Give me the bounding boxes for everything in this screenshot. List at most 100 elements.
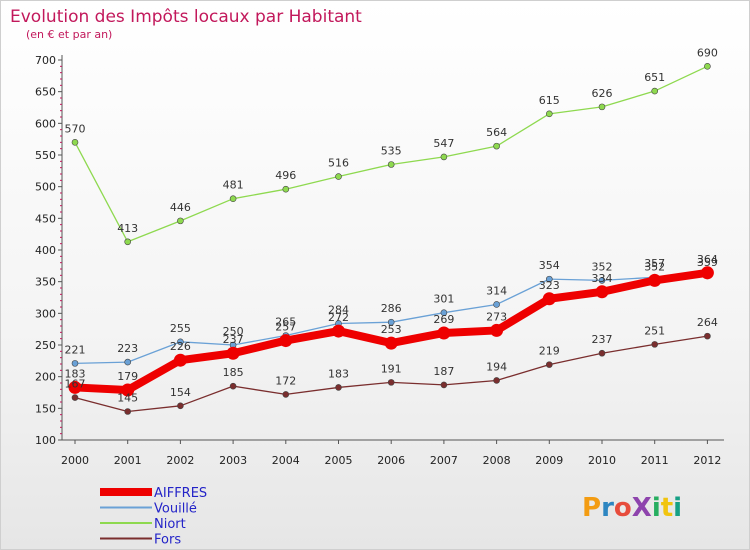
x-tick-label: 2007 bbox=[430, 454, 458, 467]
data-point bbox=[68, 380, 82, 394]
data-label: 357 bbox=[644, 257, 665, 270]
data-label: 223 bbox=[117, 342, 138, 355]
y-tick-label: 250 bbox=[35, 339, 56, 352]
x-tick-label: 2009 bbox=[535, 454, 563, 467]
x-tick-label: 2001 bbox=[114, 454, 142, 467]
data-label: 626 bbox=[592, 87, 613, 100]
data-point bbox=[651, 87, 659, 95]
data-label: 547 bbox=[433, 137, 454, 150]
data-label: 251 bbox=[644, 324, 665, 337]
data-label: 183 bbox=[65, 367, 86, 380]
data-label: 359 bbox=[697, 256, 718, 269]
y-tick-label: 350 bbox=[35, 276, 56, 289]
y-tick-label: 700 bbox=[35, 54, 56, 67]
data-point bbox=[598, 349, 606, 357]
data-point bbox=[493, 301, 500, 308]
data-point bbox=[545, 361, 553, 368]
data-point bbox=[282, 185, 290, 193]
data-point bbox=[124, 408, 131, 415]
y-tick-label: 150 bbox=[35, 402, 56, 415]
data-point bbox=[545, 275, 553, 283]
x-tick-label: 2003 bbox=[219, 454, 247, 467]
y-tick-label: 600 bbox=[35, 117, 56, 130]
data-label: 301 bbox=[433, 293, 454, 306]
data-point bbox=[648, 273, 662, 287]
data-point bbox=[177, 338, 184, 346]
data-label: 179 bbox=[117, 370, 138, 383]
data-point bbox=[387, 161, 395, 168]
x-tick-label: 2005 bbox=[325, 454, 353, 467]
data-label: 481 bbox=[223, 179, 244, 192]
data-point bbox=[282, 391, 290, 398]
x-tick-label: 2011 bbox=[641, 454, 669, 467]
y-tick-label: 550 bbox=[35, 149, 56, 162]
data-label: 615 bbox=[539, 94, 560, 107]
data-label: 250 bbox=[223, 325, 244, 338]
data-point bbox=[440, 153, 448, 161]
logo-letter: o bbox=[614, 493, 632, 523]
y-tick-label: 200 bbox=[35, 371, 56, 384]
data-point bbox=[229, 382, 237, 390]
data-label: 364 bbox=[697, 253, 718, 266]
data-label: 413 bbox=[117, 222, 138, 235]
data-point bbox=[384, 336, 398, 350]
data-label: 183 bbox=[328, 367, 349, 380]
y-tick-label: 400 bbox=[35, 244, 56, 257]
data-label: 354 bbox=[539, 259, 560, 272]
logo-letter: i bbox=[652, 493, 661, 523]
axes: 100 150 200 250 300 350 400 450 500 550 600 650 700 2… bbox=[35, 54, 724, 467]
x-tick-label: 2010 bbox=[588, 454, 616, 467]
data-label: 651 bbox=[644, 71, 665, 84]
logo-letter: P bbox=[582, 493, 601, 523]
data-label: 264 bbox=[697, 316, 718, 329]
data-point bbox=[71, 360, 79, 367]
data-point bbox=[440, 309, 448, 317]
data-point bbox=[124, 238, 131, 246]
data-point bbox=[173, 353, 187, 367]
data-label: 145 bbox=[117, 392, 138, 405]
data-point bbox=[279, 334, 293, 348]
data-point bbox=[651, 341, 659, 348]
data-label: 255 bbox=[170, 322, 191, 335]
data-point bbox=[226, 346, 240, 360]
data-label: 237 bbox=[223, 333, 244, 346]
data-label: 564 bbox=[486, 126, 507, 139]
data-point bbox=[121, 383, 135, 397]
x-tick-label: 2004 bbox=[272, 454, 300, 467]
data-label: 352 bbox=[592, 260, 613, 273]
data-labels: 570 413 446 481 496 516 535 547 564 615 626 651 690 1… bbox=[65, 46, 718, 404]
data-point bbox=[598, 103, 606, 111]
data-point bbox=[595, 285, 609, 299]
data-point bbox=[71, 394, 79, 401]
data-point bbox=[704, 63, 711, 70]
data-label: 219 bbox=[539, 345, 560, 358]
data-point bbox=[493, 142, 500, 150]
x-tick-label: 2006 bbox=[377, 454, 405, 467]
data-label: 273 bbox=[486, 310, 507, 323]
data-point bbox=[490, 323, 504, 337]
y-tick-label: 450 bbox=[35, 212, 56, 225]
series-group bbox=[68, 63, 714, 415]
legend-label: Fors bbox=[154, 533, 181, 548]
data-label: 185 bbox=[223, 366, 244, 379]
data-label: 237 bbox=[592, 333, 613, 346]
data-label: 496 bbox=[275, 169, 296, 182]
y-tick-label: 300 bbox=[35, 307, 56, 320]
data-label: 167 bbox=[65, 378, 86, 391]
data-label: 191 bbox=[381, 362, 402, 375]
data-point bbox=[177, 217, 184, 225]
data-label: 269 bbox=[433, 313, 454, 326]
y-tick-label: 100 bbox=[35, 434, 56, 447]
data-label: 334 bbox=[592, 272, 613, 285]
data-label: 194 bbox=[486, 360, 507, 373]
proxiti-logo: ProXiti bbox=[582, 493, 682, 523]
data-label: 272 bbox=[328, 311, 349, 324]
data-point bbox=[124, 358, 131, 366]
data-point bbox=[177, 402, 184, 410]
legend-label: Vouillé bbox=[154, 502, 197, 517]
x-tick-label: 2000 bbox=[61, 454, 89, 467]
data-point bbox=[387, 379, 395, 386]
x-tick-label: 2008 bbox=[483, 454, 511, 467]
